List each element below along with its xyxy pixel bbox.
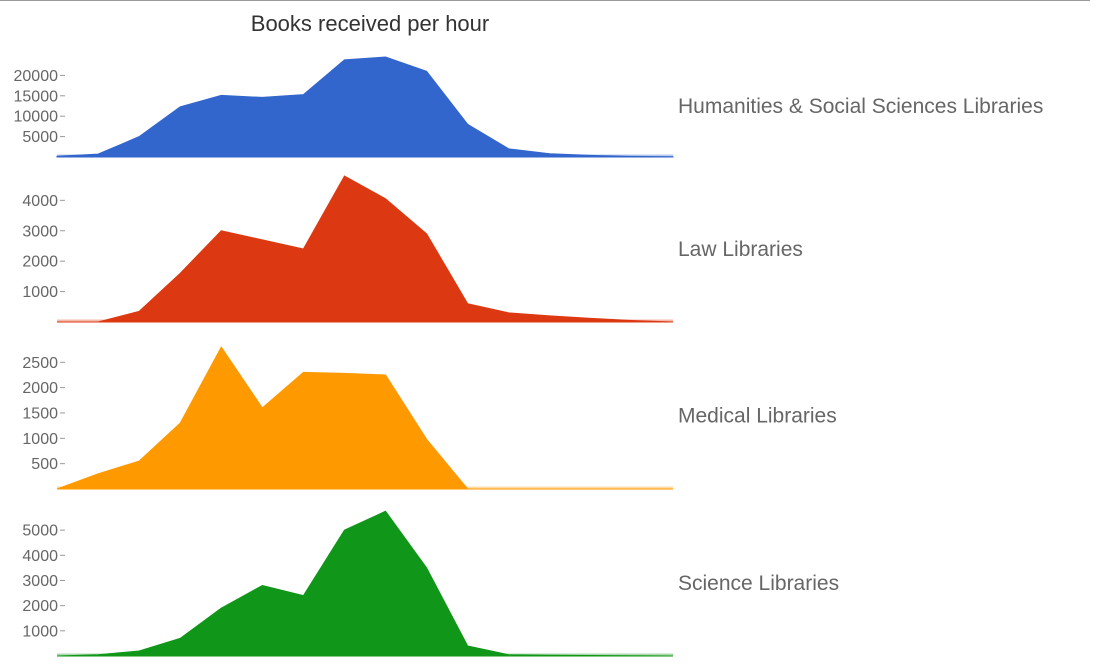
y-tick-label: 5000 — [22, 523, 58, 540]
chart-title: Books received per hour — [251, 11, 489, 36]
panel-0: 5000 10000 15000 20000 Humanities & Social S… — [14, 56, 1043, 158]
y-tick-label: 10000 — [14, 109, 59, 126]
y-tick-label: 4000 — [22, 548, 58, 565]
series-area — [56, 56, 674, 158]
series-label: Humanities & Social Sciences Libraries — [678, 95, 1043, 118]
y-tick-label: 15000 — [14, 88, 59, 105]
y-tick-label: 3000 — [22, 223, 58, 240]
y-tick-label: 1000 — [22, 284, 58, 301]
y-tick-label: 2000 — [22, 254, 58, 271]
y-tick-label: 4000 — [22, 193, 58, 210]
y-tick-label: 1500 — [22, 405, 58, 422]
panel-2: 500 1000 1500 2000 2500 Medical Libraries — [22, 346, 837, 490]
panel-3: 1000 2000 3000 4000 5000 Science Libraries — [22, 510, 839, 657]
y-tick-label: 2000 — [22, 380, 58, 397]
series-area — [56, 510, 674, 657]
y-tick-label: 20000 — [14, 68, 59, 85]
panel-1: 1000 2000 3000 4000 Law Libraries — [22, 175, 803, 323]
series-label: Medical Libraries — [678, 405, 837, 428]
series-area — [57, 175, 674, 323]
y-tick-label: 3000 — [22, 573, 58, 590]
chart-panels: 5000 10000 15000 20000 Humanities & Social S… — [14, 56, 1043, 657]
series-label: Science Libraries — [678, 572, 839, 595]
series-label: Law Libraries — [678, 238, 803, 261]
y-tick-label: 5000 — [22, 129, 58, 146]
y-tick-label: 2500 — [22, 355, 58, 372]
y-tick-label: 1000 — [22, 431, 58, 448]
y-tick-label: 2000 — [22, 598, 58, 615]
y-tick-label: 500 — [31, 456, 58, 473]
series-area — [56, 346, 673, 490]
y-tick-label: 1000 — [22, 623, 58, 640]
